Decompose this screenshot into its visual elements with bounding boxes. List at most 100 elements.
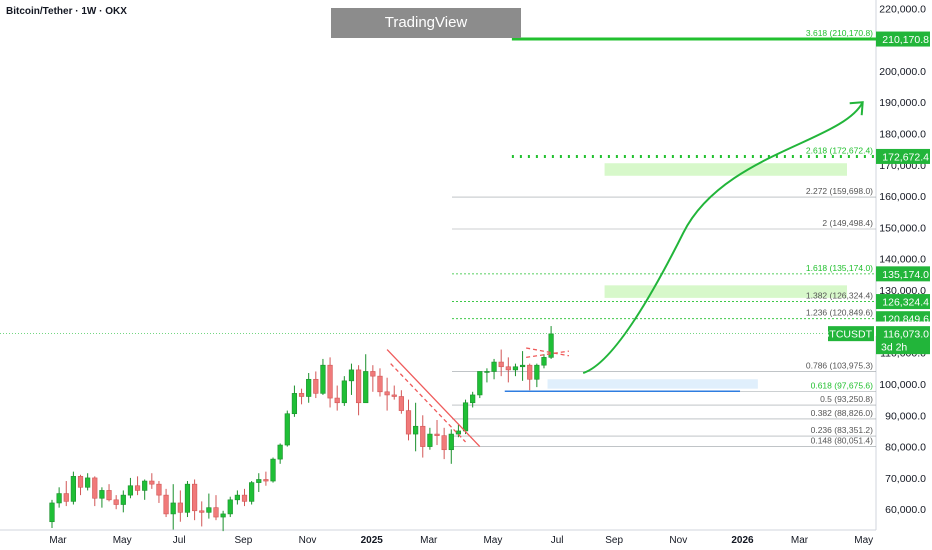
y-tick-label: 60,000.0 <box>885 504 926 516</box>
candle-body <box>427 433 433 447</box>
x-tick-label: Nov <box>299 535 317 546</box>
candle-body <box>448 433 454 451</box>
candle-body <box>241 494 248 502</box>
candle-body <box>413 425 419 435</box>
candle-body <box>291 393 298 415</box>
candle-body <box>477 371 483 396</box>
trend-line <box>386 349 481 448</box>
trend-line <box>526 350 570 359</box>
target-zone <box>604 285 847 298</box>
candle-body <box>512 366 519 371</box>
fib-label: 0.382 (88,826.0) <box>811 408 874 418</box>
candle-body <box>99 490 105 499</box>
candle-body <box>263 479 269 482</box>
y-tick-label: 200,000.0 <box>879 66 926 78</box>
x-tick-label: May <box>854 535 873 546</box>
candle-body <box>120 494 126 505</box>
fib-label: 1.236 (120,849.6) <box>806 308 873 318</box>
candle-body <box>70 476 76 502</box>
candle-body <box>370 371 376 377</box>
candle-body <box>534 364 540 380</box>
candle-body <box>227 499 233 515</box>
fib-label: 2.272 (159,698.0) <box>806 186 873 196</box>
candle-body <box>334 397 340 404</box>
candle-body <box>398 396 404 411</box>
candle-body <box>92 477 98 499</box>
candle-body <box>348 369 355 382</box>
trend-line <box>526 347 570 357</box>
current-price-tag[interactable] <box>876 326 930 355</box>
x-tick-label: Sep <box>234 535 252 546</box>
candle-body <box>355 369 362 404</box>
candle-body <box>391 394 397 397</box>
fib-label: 0.618 (97,675.6) <box>811 380 874 390</box>
y-tick-label: 70,000.0 <box>885 473 926 485</box>
projection-arrow <box>582 101 864 374</box>
candle-body <box>163 494 169 515</box>
candle-body <box>462 402 469 432</box>
y-tick-label: 160,000.0 <box>879 191 926 203</box>
x-tick-label: Mar <box>420 535 438 546</box>
candle-body <box>199 510 205 513</box>
candle-body <box>527 364 533 380</box>
current-price: 116,073.0 <box>883 329 929 341</box>
y-tick-label: 140,000.0 <box>879 254 926 266</box>
candle-body <box>49 502 55 523</box>
x-tick-label: Jul <box>551 535 564 546</box>
candle-body <box>405 410 412 435</box>
y-tick-label: 180,000.0 <box>879 129 926 141</box>
y-tick-label: 90,000.0 <box>885 410 926 422</box>
candle-body <box>184 483 191 513</box>
x-tick-label: 2026 <box>731 535 754 546</box>
fib-label: 0.148 (80,051.4) <box>811 435 874 445</box>
candle-body <box>106 490 112 501</box>
y-tick-label: 190,000.0 <box>879 97 926 109</box>
price-tag-text: 126,324.4 <box>882 297 929 309</box>
price-tag-text: 210,170.8 <box>882 34 929 46</box>
candle-body <box>63 493 69 502</box>
x-tick-label: Mar <box>791 535 809 546</box>
x-tick-label: May <box>113 535 132 546</box>
candle-body <box>149 480 155 485</box>
y-tick-label: 80,000.0 <box>885 442 926 454</box>
candle-body <box>363 371 369 404</box>
fib-label: 1.618 (135,174.0) <box>806 263 873 273</box>
watermark-label: TradingView @MasterAnanda <box>331 8 521 61</box>
price-tag-text: 172,672.4 <box>882 151 929 163</box>
candle-body <box>327 364 333 399</box>
x-tick-label: Mar <box>49 535 67 546</box>
price-tag <box>876 266 930 282</box>
candle-body <box>341 380 347 404</box>
candle-body <box>127 485 134 496</box>
candle-body <box>85 477 91 488</box>
candle-body <box>541 357 547 366</box>
candle-body <box>519 364 526 368</box>
candle-body <box>170 502 176 515</box>
candle-body <box>142 480 148 491</box>
candle-body <box>441 435 447 451</box>
candle-body <box>270 458 276 482</box>
price-tag <box>876 294 930 310</box>
candle-body <box>434 433 440 436</box>
fib-label: 0.5 (93,250.8) <box>820 394 873 404</box>
x-tick-label: 2025 <box>361 535 384 546</box>
candle-body <box>313 378 319 394</box>
candle-body <box>249 482 255 502</box>
candle-body <box>156 483 162 496</box>
candle-body <box>134 485 141 491</box>
candle-body <box>256 479 262 483</box>
candle-body <box>384 391 390 396</box>
candle-body <box>277 444 283 460</box>
x-tick-label: Nov <box>669 535 687 546</box>
candle-body <box>298 393 305 397</box>
candle-body <box>220 513 226 518</box>
candle-body <box>113 499 119 505</box>
candle-body <box>420 425 426 447</box>
candle-body <box>377 375 383 393</box>
candle-body <box>234 494 240 501</box>
fib-label: 0.236 (83,351.2) <box>811 425 874 435</box>
fib-label: 3.618 (210,170.8) <box>806 28 873 38</box>
candle-body <box>498 361 504 368</box>
x-tick-label: Sep <box>605 535 623 546</box>
